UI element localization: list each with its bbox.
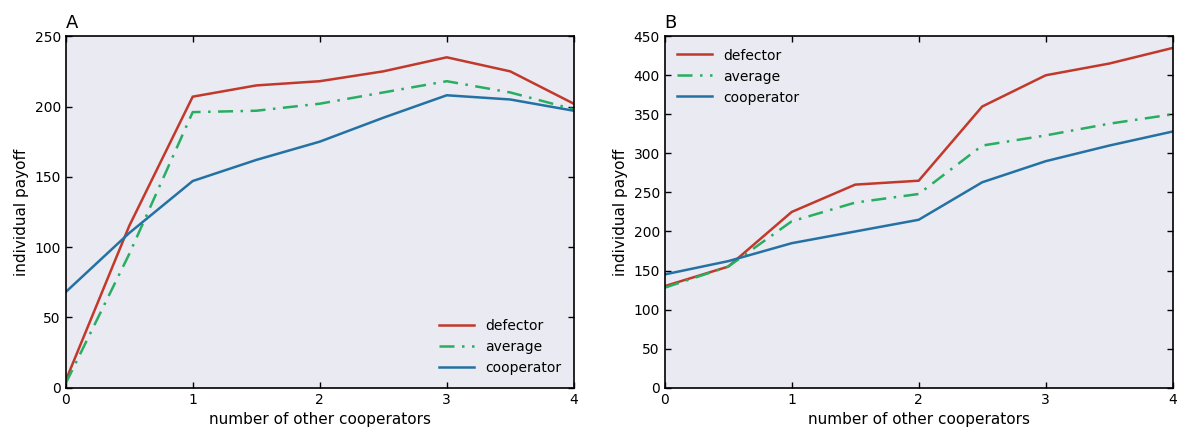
defector xyxy=(1039,73,1053,78)
cooperator xyxy=(1102,143,1116,148)
Y-axis label: individual payoff: individual payoff xyxy=(613,148,628,276)
average xyxy=(503,90,517,95)
Line: defector: defector xyxy=(665,48,1173,286)
X-axis label: number of other cooperators: number of other cooperators xyxy=(807,412,1030,427)
cooperator xyxy=(848,229,862,234)
average xyxy=(1102,121,1116,126)
average xyxy=(249,108,263,113)
cooperator xyxy=(721,258,735,264)
Line: cooperator: cooperator xyxy=(665,131,1173,274)
defector xyxy=(439,55,454,60)
Text: B: B xyxy=(665,14,676,32)
cooperator xyxy=(186,178,200,183)
average xyxy=(975,143,990,148)
average xyxy=(1166,112,1180,117)
defector xyxy=(249,83,263,88)
defector xyxy=(376,69,391,74)
average xyxy=(312,101,326,106)
defector xyxy=(503,69,517,74)
Legend: defector, average, cooperator: defector, average, cooperator xyxy=(434,314,567,381)
cooperator xyxy=(911,217,925,222)
defector xyxy=(312,78,326,84)
cooperator xyxy=(376,115,391,120)
Line: defector: defector xyxy=(66,57,574,381)
average xyxy=(848,200,862,205)
average xyxy=(911,191,925,197)
average xyxy=(1039,133,1053,138)
average xyxy=(121,251,136,257)
cooperator xyxy=(121,230,136,235)
cooperator xyxy=(312,139,326,144)
defector xyxy=(186,94,200,99)
Text: A: A xyxy=(66,14,79,32)
cooperator xyxy=(439,93,454,98)
cooperator xyxy=(657,272,672,277)
defector xyxy=(657,284,672,289)
average xyxy=(186,109,200,115)
defector xyxy=(58,378,73,383)
Line: cooperator: cooperator xyxy=(66,95,574,292)
cooperator xyxy=(1039,159,1053,164)
defector xyxy=(975,104,990,109)
cooperator xyxy=(1166,129,1180,134)
defector xyxy=(1166,45,1180,51)
cooperator xyxy=(58,289,73,295)
Y-axis label: individual payoff: individual payoff xyxy=(14,148,29,276)
defector xyxy=(785,209,799,215)
cooperator xyxy=(975,179,990,185)
defector xyxy=(721,264,735,269)
average xyxy=(721,264,735,269)
average xyxy=(567,107,581,112)
cooperator xyxy=(567,108,581,113)
average xyxy=(785,219,799,224)
average xyxy=(58,381,73,386)
defector xyxy=(911,178,925,183)
average xyxy=(376,90,391,95)
defector xyxy=(1102,61,1116,66)
average xyxy=(439,78,454,84)
average xyxy=(657,285,672,290)
cooperator xyxy=(249,157,263,163)
cooperator xyxy=(785,240,799,246)
Line: average: average xyxy=(66,81,574,384)
defector xyxy=(121,224,136,229)
Legend: defector, average, cooperator: defector, average, cooperator xyxy=(672,43,805,110)
cooperator xyxy=(503,97,517,102)
defector xyxy=(848,182,862,187)
Line: average: average xyxy=(665,114,1173,288)
X-axis label: number of other cooperators: number of other cooperators xyxy=(208,412,431,427)
defector xyxy=(567,101,581,106)
